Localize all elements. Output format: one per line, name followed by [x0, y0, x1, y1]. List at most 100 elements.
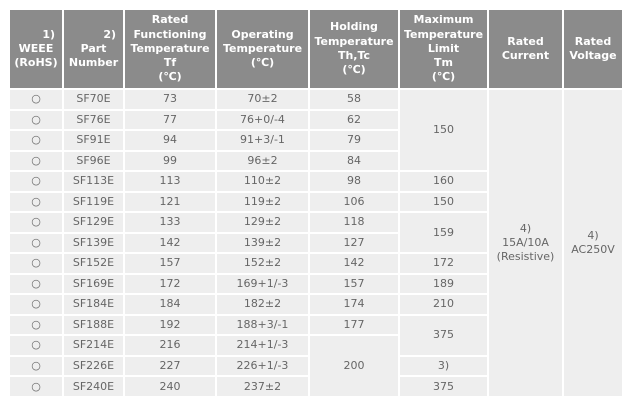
- cell-maximum-temperature-limit: 160: [398, 170, 489, 193]
- cell-maximum-temperature-limit: 210: [398, 293, 489, 316]
- cell-holding-temperature: 62: [308, 108, 400, 132]
- cell-maximum-temperature-limit: 3): [398, 354, 489, 378]
- table-row: ○ SF184E 184 182±2 174 210: [8, 293, 623, 316]
- cell-operating-temperature: 110±2: [215, 170, 310, 193]
- spec-table-container: 1) WEEE (RoHS) 2) Part Number Rated Function…: [8, 8, 624, 398]
- header-label: Rated Functioning Temperature Tf (℃): [130, 13, 210, 84]
- cell-weee: ○: [8, 252, 64, 275]
- header-label: Holding Temperature Th,Tc (℃): [314, 20, 394, 77]
- cell-rated-functioning-temperature: 94: [123, 129, 217, 152]
- cell-rated-functioning-temperature: 142: [123, 231, 217, 255]
- cell-rated-functioning-temperature: 157: [123, 252, 217, 275]
- header-holding-temperature: Holding Temperature Th,Tc (℃): [308, 8, 400, 90]
- cell-rated-functioning-temperature: 172: [123, 272, 217, 296]
- cell-holding-temperature: 106: [308, 190, 400, 214]
- header-label: Part Number: [68, 41, 119, 70]
- header-label: Rated Current: [501, 34, 550, 62]
- cell-part-number: SF139E: [62, 231, 125, 255]
- cell-operating-temperature: 214+1/-3: [215, 334, 310, 357]
- cell-weee: ○: [8, 211, 64, 234]
- header-rated-voltage: Rated Voltage: [562, 8, 624, 90]
- table-body: ○ SF70E 73 70±2 58 150 4) 15A/10A (Resistive) 4…: [8, 87, 624, 398]
- cell-maximum-temperature-limit: 375: [398, 313, 489, 357]
- cell-part-number: SF169E: [62, 272, 125, 296]
- cell-rated-functioning-temperature: 121: [123, 190, 217, 214]
- cell-part-number: SF91E: [62, 129, 125, 152]
- header-part-number: 2) Part Number: [62, 8, 125, 90]
- cell-holding-temperature: 79: [308, 129, 400, 152]
- table-row: ○ SF129E 133 129±2 118 159: [8, 211, 623, 255]
- cell-rated-functioning-temperature: 73: [123, 88, 217, 111]
- cell-holding-temperature: 200: [308, 334, 400, 398]
- cell-operating-temperature: 226+1/-3: [215, 354, 310, 378]
- cell-weee: ○: [8, 375, 64, 398]
- cell-maximum-temperature-limit: 375: [398, 375, 489, 398]
- cell-operating-temperature: 169+1/-3: [215, 272, 310, 296]
- cell-weee: ○: [8, 334, 64, 357]
- header-label: Rated Voltage: [569, 34, 617, 62]
- cell-operating-temperature: 91+3/-1: [215, 129, 310, 152]
- cell-weee: ○: [8, 129, 64, 152]
- cell-maximum-temperature-limit: 189: [398, 272, 489, 296]
- table-row: ○ SF188E 192 188+3/-1 177 375: [8, 313, 623, 357]
- cell-holding-temperature: 157: [308, 272, 400, 296]
- cell-part-number: SF70E: [62, 88, 125, 111]
- cell-holding-temperature: 177: [308, 313, 400, 337]
- table-row: ○ SF139E 142 139±2 127: [8, 231, 623, 255]
- cell-rated-current: 4) 15A/10A (Resistive): [487, 88, 564, 398]
- header-weee: 1) WEEE (RoHS): [8, 8, 64, 90]
- cell-part-number: SF184E: [62, 293, 125, 316]
- cell-weee: ○: [8, 190, 64, 214]
- table-header: 1) WEEE (RoHS) 2) Part Number Rated Function…: [8, 8, 624, 90]
- cell-holding-temperature: 142: [308, 252, 400, 275]
- table-row: ○ SF214E 216 214+1/-3 200: [8, 334, 623, 398]
- header-label: WEEE (RoHS): [14, 41, 58, 70]
- cell-rated-functioning-temperature: 192: [123, 313, 217, 337]
- cell-weee: ○: [8, 149, 64, 173]
- cell-part-number: SF152E: [62, 252, 125, 275]
- cell-holding-temperature: 58: [308, 88, 400, 111]
- footnote-ref: 2): [103, 27, 116, 41]
- cell-part-number: SF240E: [62, 375, 125, 398]
- table-row: ○ SF70E 73 70±2 58 150 4) 15A/10A (Resistive) 4…: [8, 87, 624, 398]
- thermal-fuse-spec-table: 1) WEEE (RoHS) 2) Part Number Rated Function…: [8, 8, 624, 398]
- cell-rated-functioning-temperature: 133: [123, 211, 217, 234]
- table-row: ○ SF169E 172 169+1/-3 157 189: [8, 272, 623, 296]
- cell-weee: ○: [8, 272, 64, 296]
- cell-operating-temperature: 70±2: [215, 88, 310, 111]
- cell-operating-temperature: 76+0/-4: [215, 108, 310, 132]
- cell-weee: ○: [8, 170, 64, 193]
- header-label: Operating Temperature (℃): [222, 27, 303, 70]
- cell-operating-temperature: 152±2: [215, 252, 310, 275]
- cell-rated-functioning-temperature: 113: [123, 170, 217, 193]
- cell-maximum-temperature-limit: 150: [398, 190, 489, 214]
- cell-rated-functioning-temperature: 216: [123, 334, 217, 357]
- header-label: Maximum Temperature Limit Tm (℃): [403, 13, 484, 84]
- cell-operating-temperature: 139±2: [215, 231, 310, 255]
- cell-rated-voltage: 4) AC250V: [562, 88, 624, 398]
- header-rated-current: Rated Current: [487, 8, 564, 90]
- cell-maximum-temperature-limit: 150: [398, 87, 489, 173]
- table-row: ○ SF240E 240 237±2 375: [8, 375, 623, 398]
- cell-part-number: SF96E: [62, 149, 125, 173]
- cell-weee: ○: [8, 293, 64, 316]
- cell-weee: ○: [8, 88, 64, 111]
- cell-part-number: SF129E: [62, 211, 125, 234]
- cell-part-number: SF188E: [62, 313, 125, 337]
- cell-operating-temperature: 188+3/-1: [215, 313, 310, 337]
- cell-rated-functioning-temperature: 99: [123, 149, 217, 173]
- table-row: ○ SF113E 113 110±2 98 160: [8, 170, 623, 193]
- cell-part-number: SF226E: [62, 354, 125, 378]
- cell-operating-temperature: 237±2: [215, 375, 310, 398]
- cell-holding-temperature: 174: [308, 293, 400, 316]
- header-row: 1) WEEE (RoHS) 2) Part Number Rated Function…: [8, 8, 624, 90]
- cell-part-number: SF119E: [62, 190, 125, 214]
- header-operating-temperature: Operating Temperature (℃): [215, 8, 310, 90]
- cell-maximum-temperature-limit: 172: [398, 252, 489, 275]
- cell-operating-temperature: 119±2: [215, 190, 310, 214]
- cell-part-number: SF76E: [62, 108, 125, 132]
- cell-holding-temperature: 84: [308, 149, 400, 173]
- cell-weee: ○: [8, 231, 64, 255]
- cell-rated-functioning-temperature: 184: [123, 293, 217, 316]
- header-rated-functioning-temperature: Rated Functioning Temperature Tf (℃): [123, 8, 217, 90]
